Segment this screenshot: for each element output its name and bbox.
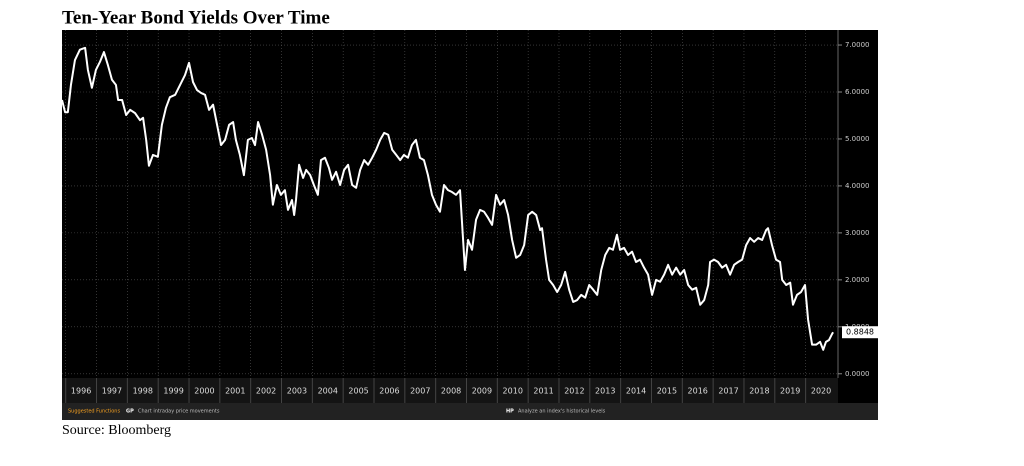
chart-title: Ten-Year Bond Yields Over Time: [62, 7, 330, 28]
x-tick-label: 2016: [688, 387, 708, 396]
function-text: Analyze an index's historical levels: [518, 409, 606, 415]
x-tick-label: 2005: [348, 387, 368, 396]
x-tick-label: 2002: [256, 387, 276, 396]
function-bar: [62, 403, 878, 420]
last-value-box: [842, 326, 878, 339]
x-tick-label: 2008: [441, 387, 461, 396]
x-tick-label: 2004: [318, 387, 338, 396]
x-tick-label: 2018: [749, 387, 769, 396]
y-tick-label: 2.0000: [845, 276, 870, 284]
function-code: GP: [126, 409, 134, 415]
x-tick-label: 2020: [811, 387, 831, 396]
x-tick-label: 2010: [503, 387, 523, 396]
y-tick-label: 6.0000: [845, 88, 870, 96]
x-tick-label: 2017: [718, 387, 738, 396]
x-tick-label: 2011: [533, 387, 553, 396]
function-text: Chart intraday price movements: [138, 409, 220, 415]
data-line: [61, 46, 834, 351]
source-note: Source: Bloomberg: [62, 423, 171, 438]
x-tick-label: 2000: [194, 387, 214, 396]
y-tick-label: 4.0000: [845, 182, 870, 190]
x-tick-label: 2006: [379, 387, 399, 396]
x-tick-label: 1996: [71, 387, 91, 396]
x-tick-label: 2012: [564, 387, 584, 396]
x-tick-label: 2019: [780, 387, 800, 396]
x-tick-label: 1997: [102, 387, 122, 396]
x-tick-label: 2009: [472, 387, 492, 396]
last-value-label: 0.8848: [846, 328, 874, 337]
x-tick-label: 2001: [225, 387, 245, 396]
function-code: HP: [506, 409, 514, 415]
y-tick-label: 7.0000: [845, 41, 870, 49]
x-tick-label: 1999: [163, 387, 183, 396]
x-tick-label: 1998: [133, 387, 153, 396]
x-tick-label: 2013: [595, 387, 615, 396]
chart-background: [62, 30, 878, 420]
x-tick-label: 2007: [410, 387, 430, 396]
function-label: Suggested Functions: [68, 409, 120, 415]
x-tick-label: 2014: [626, 387, 646, 396]
y-tick-label: 5.0000: [845, 135, 870, 143]
x-tick-label: 2015: [657, 387, 677, 396]
x-tick-label: 2003: [287, 387, 307, 396]
x-axis-strip: [62, 378, 838, 403]
y-tick-label: 3.0000: [845, 229, 870, 237]
y-tick-label: 0.0000: [845, 370, 870, 378]
